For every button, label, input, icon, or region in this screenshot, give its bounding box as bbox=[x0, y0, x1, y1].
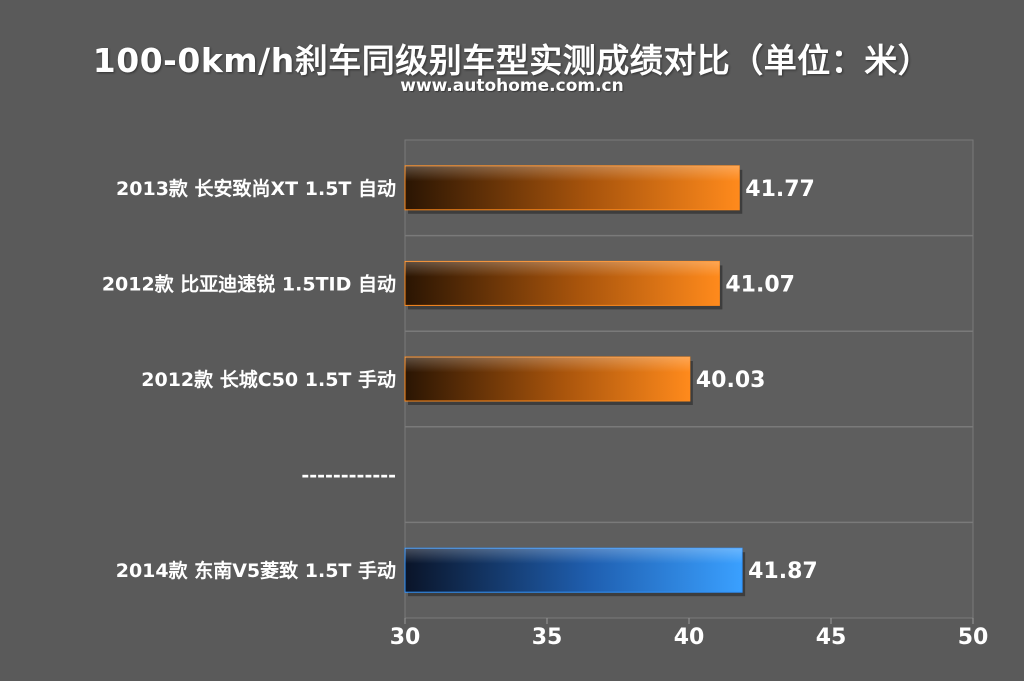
value-label: 41.07 bbox=[725, 272, 795, 297]
chart-title: 100-0km/h刹车同级别车型实测成绩对比（单位：米） bbox=[92, 41, 932, 80]
chart-subtitle: www.autohome.com.cn bbox=[400, 76, 624, 96]
x-tick-label: 30 bbox=[390, 625, 421, 650]
category-label: ------------ bbox=[301, 465, 396, 487]
category-label: 2013款 长安致尚XT 1.5T 自动 bbox=[116, 177, 396, 200]
value-label: 41.87 bbox=[748, 559, 818, 584]
labels: 2013款 长安致尚XT 1.5T 自动 41.77 2012款 比亚迪速锐 1.5… bbox=[102, 177, 818, 584]
bars bbox=[404, 165, 746, 597]
bar-highlight bbox=[405, 357, 690, 373]
x-tick-label: 35 bbox=[532, 625, 563, 650]
x-tick-label: 40 bbox=[674, 625, 705, 650]
x-tick-label: 50 bbox=[958, 625, 989, 650]
bar-highlight bbox=[405, 548, 743, 564]
category-label: 2012款 长城C50 1.5T 手动 bbox=[141, 368, 396, 391]
bar-highlight bbox=[405, 261, 720, 277]
bar-highlight bbox=[405, 165, 740, 182]
value-label: 41.77 bbox=[745, 177, 815, 202]
grid-lines bbox=[405, 234, 973, 524]
category-label: 2014款 东南V5菱致 1.5T 手动 bbox=[116, 559, 396, 582]
category-label: 2012款 比亚迪速锐 1.5TID 自动 bbox=[102, 272, 396, 295]
x-tick-label: 45 bbox=[816, 625, 847, 650]
value-label: 40.03 bbox=[696, 368, 766, 393]
x-axis-ticks: 30 35 40 45 50 bbox=[390, 618, 989, 650]
